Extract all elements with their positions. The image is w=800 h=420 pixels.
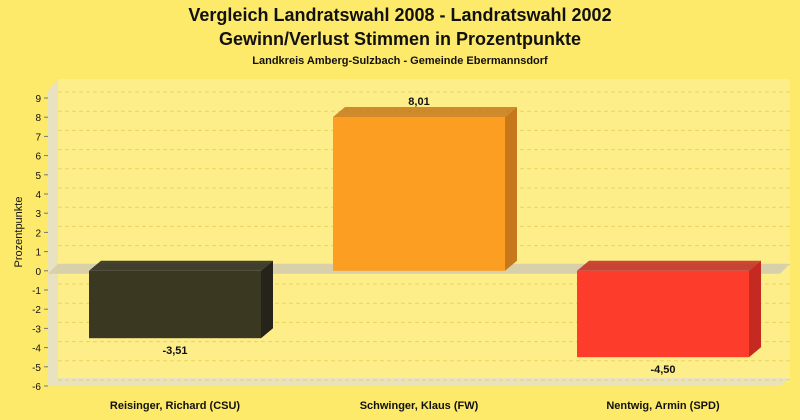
bar-front	[577, 270, 749, 358]
y-tick-label: -5	[32, 363, 41, 374]
value-label: -3,51	[162, 345, 187, 357]
bar	[333, 107, 517, 271]
y-tick-label: -6	[32, 382, 41, 393]
bar-side	[505, 107, 517, 271]
value-label: -4,50	[650, 364, 675, 376]
x-tick-label: Schwinger, Klaus (FW)	[360, 400, 479, 412]
plot-floor	[48, 378, 790, 386]
bar-top	[333, 107, 517, 118]
bars	[89, 107, 761, 358]
value-label: 8,01	[408, 96, 429, 108]
bar-side	[749, 260, 761, 358]
y-tick-label: 0	[35, 267, 41, 278]
y-tick-label: 6	[35, 152, 41, 163]
y-tick-label: -2	[32, 305, 41, 316]
y-tick-label: 9	[35, 94, 41, 105]
chart-title: Vergleich Landratswahl 2008 - Landratswa…	[188, 5, 611, 25]
y-tick-label: 2	[35, 228, 41, 239]
bar-top	[577, 260, 761, 271]
y-axis-label: Prozentpunkte	[13, 197, 25, 268]
chart-subtitle: Gewinn/Verlust Stimmen in Prozentpunkte	[219, 29, 581, 49]
bar-front	[89, 270, 261, 339]
bar-front	[333, 117, 505, 271]
y-axis: 9 8 7 6 5 4 3 2 1 0 -1 -2 -3 -4 -5 -6	[32, 94, 48, 393]
x-tick-label: Nentwig, Armin (SPD)	[606, 400, 720, 412]
y-tick-label: 8	[35, 113, 41, 124]
y-tick-label: 1	[35, 248, 41, 259]
bar-side	[261, 260, 273, 339]
y-tick-label: 4	[35, 190, 41, 201]
y-tick-label: -4	[32, 344, 41, 355]
bar	[89, 260, 273, 339]
chart-caption: Landkreis Amberg-Sulzbach - Gemeinde Ebe…	[252, 55, 548, 67]
y-tick-label: 7	[35, 132, 41, 143]
plot-left-wall	[48, 79, 58, 386]
value-labels: -3,51 8,01 -4,50	[162, 96, 675, 376]
bar-top	[89, 260, 273, 271]
y-tick-label: -3	[32, 324, 41, 335]
y-tick-label: -1	[32, 286, 41, 297]
x-axis: Reisinger, Richard (CSU) Schwinger, Klaus…	[110, 400, 720, 412]
y-tick-label: 5	[35, 171, 41, 182]
bar	[577, 260, 761, 358]
x-tick-label: Reisinger, Richard (CSU)	[110, 400, 241, 412]
y-tick-label: 3	[35, 209, 41, 220]
